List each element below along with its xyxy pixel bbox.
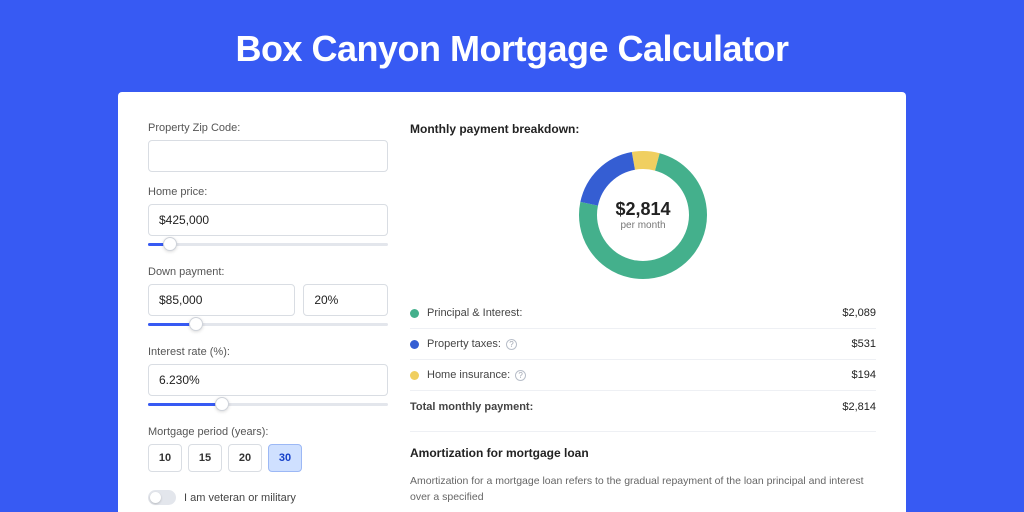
zip-label: Property Zip Code: <box>148 122 388 134</box>
down-payment-pct-input[interactable] <box>303 284 388 316</box>
donut-amount: $2,814 <box>615 199 670 220</box>
down-payment-slider-thumb[interactable] <box>189 317 203 331</box>
period-btn-10[interactable]: 10 <box>148 444 182 472</box>
amortization-title: Amortization for mortgage loan <box>410 446 876 460</box>
help-icon[interactable]: ? <box>506 339 517 350</box>
breakdown-row: Home insurance:?$194 <box>410 359 876 390</box>
swatch-icon <box>410 371 419 380</box>
breakdown-title: Monthly payment breakdown: <box>410 122 876 136</box>
total-value: $2,814 <box>842 401 876 413</box>
calculator-card: Property Zip Code: Home price: Down paym… <box>118 92 906 512</box>
period-btn-20[interactable]: 20 <box>228 444 262 472</box>
period-btn-15[interactable]: 15 <box>188 444 222 472</box>
breakdown-panel: Monthly payment breakdown: $2,814 per mo… <box>410 122 876 512</box>
help-icon[interactable]: ? <box>515 370 526 381</box>
down-payment-label: Down payment: <box>148 266 388 278</box>
breakdown-label: Home insurance:? <box>427 369 852 381</box>
zip-input[interactable] <box>148 140 388 172</box>
period-btn-30[interactable]: 30 <box>268 444 302 472</box>
breakdown-value: $531 <box>852 338 876 350</box>
period-label: Mortgage period (years): <box>148 426 388 438</box>
veteran-label: I am veteran or military <box>184 492 296 504</box>
payment-donut: $2,814 per month <box>578 150 708 280</box>
breakdown-row: Principal & Interest:$2,089 <box>410 298 876 328</box>
breakdown-value: $2,089 <box>842 307 876 319</box>
swatch-icon <box>410 340 419 349</box>
home-price-label: Home price: <box>148 186 388 198</box>
home-price-slider[interactable] <box>148 238 388 252</box>
home-price-input[interactable] <box>148 204 388 236</box>
breakdown-value: $194 <box>852 369 876 381</box>
page-title: Box Canyon Mortgage Calculator <box>0 28 1024 70</box>
down-payment-amount-input[interactable] <box>148 284 295 316</box>
home-price-slider-thumb[interactable] <box>163 237 177 251</box>
interest-slider-thumb[interactable] <box>215 397 229 411</box>
total-label: Total monthly payment: <box>410 401 842 413</box>
breakdown-label: Principal & Interest: <box>427 307 842 319</box>
interest-input[interactable] <box>148 364 388 396</box>
breakdown-rows: Principal & Interest:$2,089Property taxe… <box>410 298 876 390</box>
period-buttons: 10152030 <box>148 444 388 472</box>
input-panel: Property Zip Code: Home price: Down paym… <box>148 122 388 512</box>
breakdown-row: Property taxes:?$531 <box>410 328 876 359</box>
donut-sub: per month <box>620 220 665 231</box>
veteran-toggle[interactable] <box>148 490 176 505</box>
breakdown-label: Property taxes:? <box>427 338 852 350</box>
swatch-icon <box>410 309 419 318</box>
interest-label: Interest rate (%): <box>148 346 388 358</box>
interest-slider[interactable] <box>148 398 388 412</box>
amortization-text: Amortization for a mortgage loan refers … <box>410 474 876 506</box>
down-payment-slider[interactable] <box>148 318 388 332</box>
